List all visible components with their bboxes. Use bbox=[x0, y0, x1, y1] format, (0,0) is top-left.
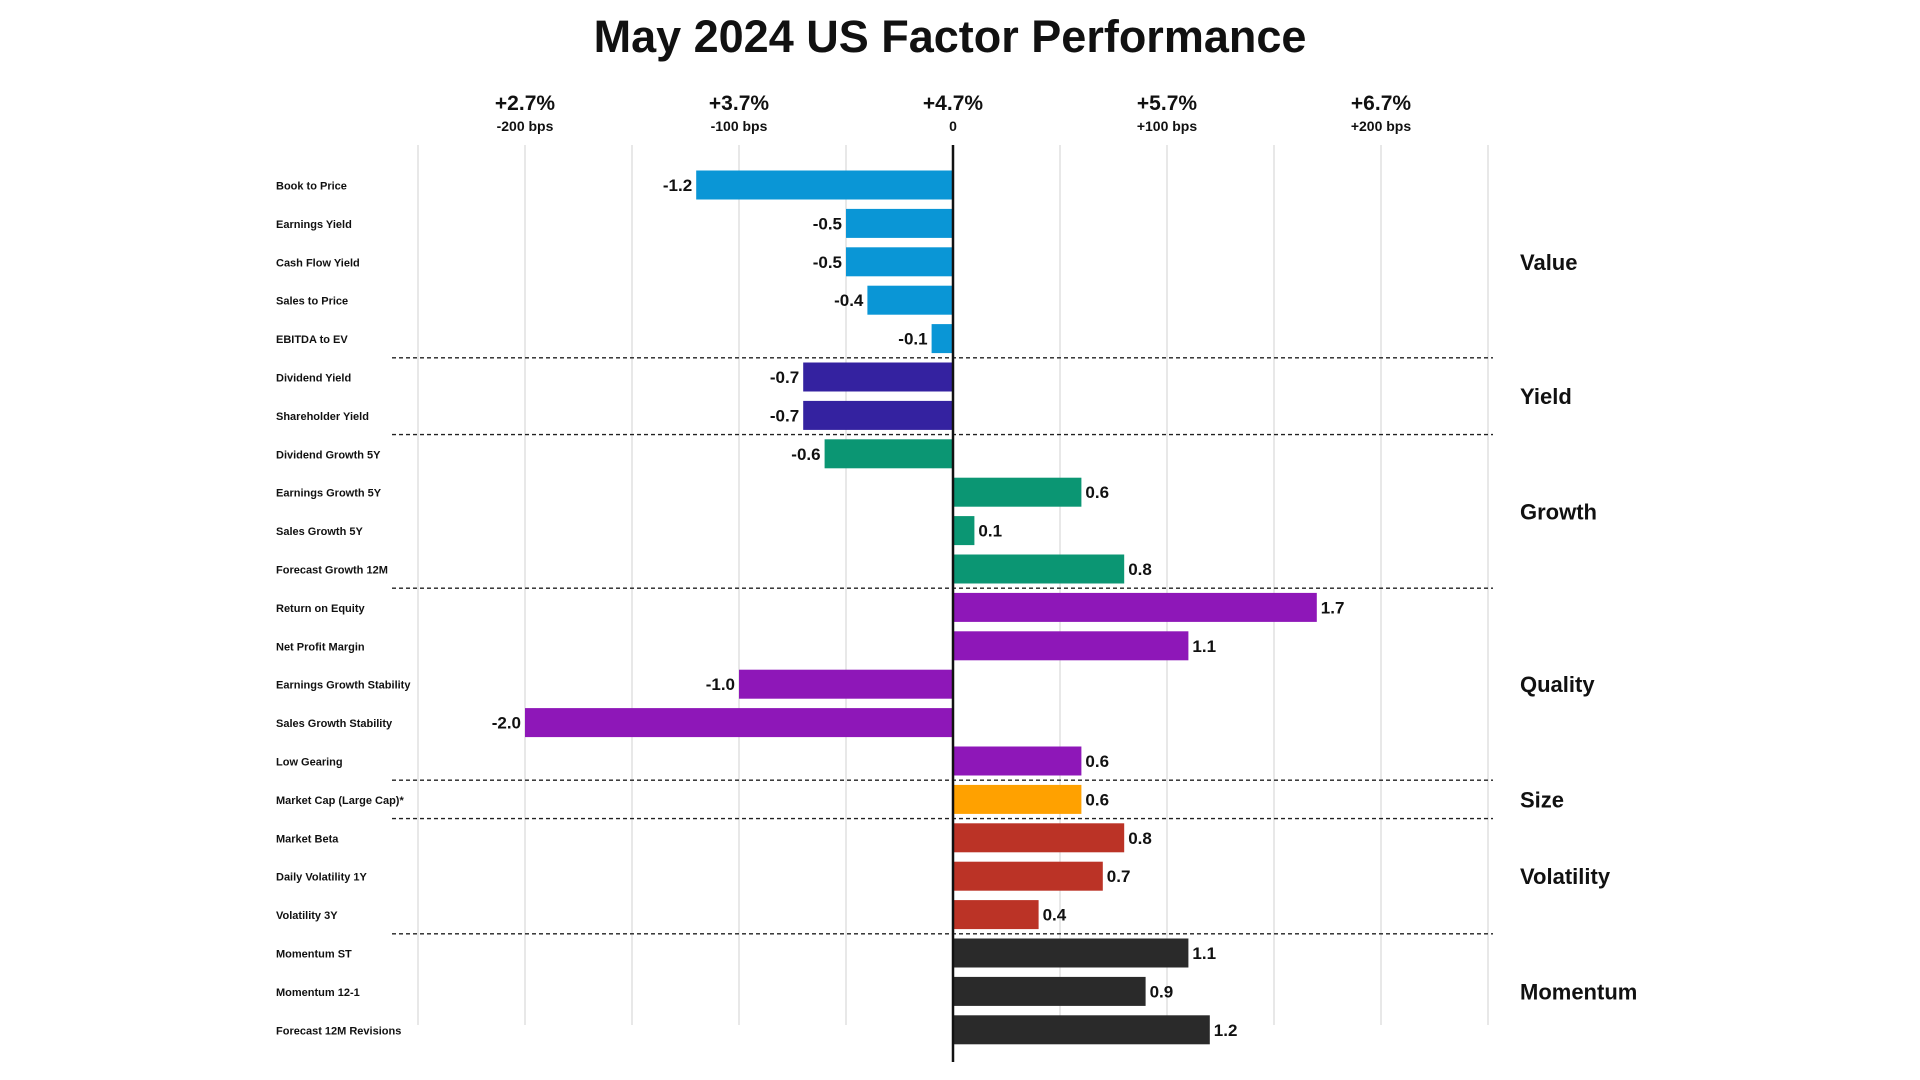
factor-label: Sales to Price bbox=[276, 296, 348, 308]
group-label: Momentum bbox=[1520, 979, 1637, 1004]
factor-label: Forecast Growth 12M bbox=[276, 565, 388, 577]
data-label: -2.0 bbox=[492, 714, 521, 733]
data-label: 0.4 bbox=[1043, 906, 1067, 925]
data-label: -1.2 bbox=[663, 176, 692, 195]
data-label: 0.7 bbox=[1107, 867, 1131, 886]
data-label: 1.1 bbox=[1192, 637, 1216, 656]
group-label: Value bbox=[1520, 250, 1577, 275]
bar bbox=[953, 554, 1125, 584]
bar bbox=[953, 746, 1082, 776]
factor-label: Momentum ST bbox=[276, 949, 352, 961]
bar bbox=[953, 592, 1317, 622]
bar bbox=[953, 976, 1146, 1006]
data-label: 0.8 bbox=[1128, 560, 1152, 579]
group-separators bbox=[392, 357, 1493, 935]
x-tick-sublabel: +100 bps bbox=[1137, 118, 1198, 134]
bar bbox=[953, 784, 1082, 814]
factor-label: Earnings Yield bbox=[276, 219, 352, 231]
x-tick-label: +3.7% bbox=[709, 92, 769, 115]
factor-label: Volatility 3Y bbox=[276, 910, 338, 922]
data-label: -0.4 bbox=[834, 291, 864, 310]
data-label: -0.7 bbox=[770, 368, 799, 387]
factor-label: Book to Price bbox=[276, 181, 347, 193]
group-labels: Value Yield Growth Quality Size Volatility Mom… bbox=[1520, 250, 1637, 1005]
factor-label: Market Cap (Large Cap)* bbox=[276, 795, 404, 807]
bar bbox=[953, 516, 975, 546]
factor-label: Earnings Growth Stability bbox=[276, 680, 411, 692]
data-label: -0.5 bbox=[813, 253, 842, 272]
factor-label: Sales Growth Stability bbox=[276, 718, 393, 730]
bar bbox=[953, 477, 1082, 507]
data-label: -0.5 bbox=[813, 214, 842, 233]
bars bbox=[525, 170, 1317, 1045]
factor-label: Dividend Growth 5Y bbox=[276, 449, 381, 461]
factor-label: Earnings Growth 5Y bbox=[276, 488, 382, 500]
factor-label: Return on Equity bbox=[276, 603, 365, 615]
data-label: 0.1 bbox=[978, 522, 1002, 541]
group-label: Yield bbox=[1520, 384, 1572, 409]
data-label: 0.6 bbox=[1085, 752, 1109, 771]
data-label: 0.6 bbox=[1085, 483, 1109, 502]
bar bbox=[953, 900, 1039, 930]
x-tick-sublabel: -100 bps bbox=[711, 118, 768, 134]
factor-label: Forecast 12M Revisions bbox=[276, 1025, 401, 1037]
data-label: -0.1 bbox=[898, 330, 927, 349]
factor-label: Market Beta bbox=[276, 833, 339, 845]
bar bbox=[525, 708, 953, 738]
data-label: 1.7 bbox=[1321, 598, 1345, 617]
data-label: 0.8 bbox=[1128, 829, 1152, 848]
chart-title: May 2024 US Factor Performance bbox=[594, 11, 1307, 62]
bar bbox=[803, 400, 953, 430]
bar bbox=[953, 823, 1125, 853]
data-label: -1.0 bbox=[706, 675, 735, 694]
bar bbox=[846, 247, 953, 277]
x-tick-label: +6.7% bbox=[1351, 92, 1411, 115]
bar bbox=[953, 631, 1189, 661]
factor-label: Cash Flow Yield bbox=[276, 257, 360, 269]
value-labels: -1.2 -0.5 -0.5 -0.4 -0.1 -0.7 -0.7 -0.6 0.6 0.1 0.… bbox=[492, 176, 1345, 1040]
bar bbox=[696, 170, 953, 200]
bar bbox=[846, 208, 953, 238]
group-label: Growth bbox=[1520, 499, 1597, 524]
bar bbox=[953, 861, 1103, 891]
x-tick-label: +2.7% bbox=[495, 92, 555, 115]
factor-label: Net Profit Margin bbox=[276, 641, 365, 653]
factor-label: Dividend Yield bbox=[276, 373, 351, 385]
factor-label: Low Gearing bbox=[276, 757, 343, 769]
factor-label: EBITDA to EV bbox=[276, 334, 348, 346]
factor-label: Shareholder Yield bbox=[276, 411, 369, 423]
x-tick-sublabel: -200 bps bbox=[497, 118, 554, 134]
x-tick-sublabel: +200 bps bbox=[1351, 118, 1412, 134]
factor-label: Sales Growth 5Y bbox=[276, 526, 363, 538]
x-tick-sublabel: 0 bbox=[949, 118, 957, 134]
x-tick-label: +5.7% bbox=[1137, 92, 1197, 115]
data-label: 0.9 bbox=[1150, 982, 1174, 1001]
factor-label: Momentum 12-1 bbox=[276, 987, 360, 999]
group-label: Quality bbox=[1520, 672, 1595, 697]
data-label: -0.6 bbox=[791, 445, 820, 464]
group-label: Volatility bbox=[1520, 864, 1611, 889]
data-label: -0.7 bbox=[770, 406, 799, 425]
data-label: 1.2 bbox=[1214, 1021, 1238, 1040]
grid-layer bbox=[417, 145, 1489, 1025]
bar bbox=[824, 439, 953, 469]
factor-label: Daily Volatility 1Y bbox=[276, 872, 368, 884]
bar bbox=[953, 938, 1189, 968]
x-axis-ticks: +2.7% -200 bps +3.7% -100 bps +4.7% 0 +5.7% +10… bbox=[495, 92, 1411, 134]
x-tick-label: +4.7% bbox=[923, 92, 983, 115]
bar bbox=[739, 669, 953, 699]
bar bbox=[953, 1015, 1210, 1045]
bar bbox=[931, 324, 953, 354]
data-label: 1.1 bbox=[1192, 944, 1216, 963]
factor-labels: Book to Price Earnings Yield Cash Flow Yie… bbox=[276, 181, 411, 1038]
bar bbox=[803, 362, 953, 392]
group-label: Size bbox=[1520, 787, 1564, 812]
data-label: 0.6 bbox=[1085, 790, 1109, 809]
bar bbox=[867, 285, 953, 315]
